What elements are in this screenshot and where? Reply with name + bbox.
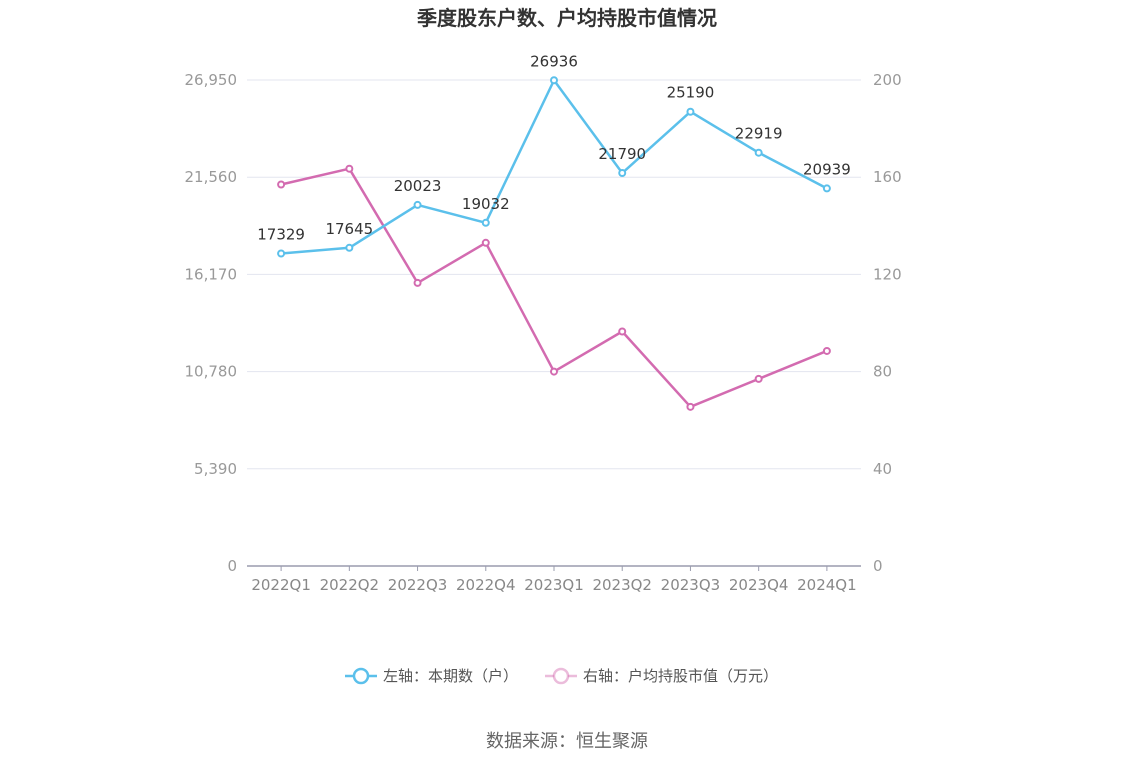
data-label: 25190 [667,84,715,102]
legend-marker-icon [552,667,570,685]
right-series-point [550,367,558,376]
source-note: 数据来源：恒生聚源 [486,731,648,752]
left-series-point [550,76,558,85]
data-label: 17329 [257,225,305,243]
right-series-point [277,180,286,189]
right-axis-ticks: 0 40 80 120 160 200 [873,71,902,575]
legend-item[interactable]: 右轴：户均持股市值（万元） [545,667,778,685]
right-tick-label: 80 [873,363,892,381]
legend-marker-icon [352,667,370,685]
chart-title: 季度股东户数、户均持股市值情况 [416,6,717,30]
data-label: 21790 [598,145,646,163]
left-series-point [618,169,627,178]
left-series-point [686,107,695,116]
left-axis-ticks: 0 5,390 10,780 16,170 21,560 26,950 [185,71,238,575]
x-tick-label: 2024Q1 [797,576,857,594]
x-tick-label: 2022Q2 [320,576,380,594]
x-axis: 2022Q1 2022Q2 2022Q3 2022Q4 2023Q1 2023Q2 2023… [247,565,861,594]
right-tick-label: 160 [873,168,902,186]
right-tick-label: 40 [873,460,892,478]
right-series-point [413,278,422,287]
right-tick-label: 120 [873,265,902,283]
left-tick-label: 26,950 [185,71,238,89]
x-tick-label: 2023Q1 [524,576,584,594]
x-tick-label: 2023Q3 [661,576,721,594]
left-tick-label: 5,390 [194,460,237,478]
left-series-point [413,200,422,209]
x-tick-label: 2022Q1 [251,576,311,594]
x-tick-label: 2022Q4 [456,576,516,594]
left-series-point [481,218,490,227]
data-label: 17645 [325,220,373,238]
left-series-point [822,184,831,193]
left-series-point [345,243,354,252]
right-series-point [754,374,763,383]
x-tick-label: 2023Q4 [729,576,789,594]
right-tick-label: 200 [873,71,902,89]
data-label: 19032 [462,195,510,213]
legend[interactable]: 左轴：本期数（户） 右轴：户均持股市值（万元） [345,667,778,685]
right-series-point [618,327,627,336]
left-tick-label: 21,560 [185,168,238,186]
data-label: 22919 [735,125,783,143]
legend-item[interactable]: 左轴：本期数（户） [345,667,518,685]
data-label: 20023 [394,177,442,195]
x-tick-label: 2023Q2 [592,576,652,594]
left-series-point [277,249,286,258]
right-series-point [345,164,354,173]
right-series-point [686,402,695,411]
left-tick-label: 16,170 [185,265,238,283]
left-series-point [754,148,763,157]
x-tick-label: 2022Q3 [388,576,448,594]
legend-label: 左轴：本期数（户） [383,667,518,685]
left-tick-label: 0 [227,557,237,575]
legend-label: 右轴：户均持股市值（万元） [583,667,778,685]
data-label: 20939 [803,160,851,178]
data-labels: 17329 17645 20023 19032 26936 21790 25190 22919… [257,52,850,243]
right-tick-label: 0 [873,557,883,575]
right-series-point [481,238,490,247]
left-tick-label: 10,780 [185,363,238,381]
right-series-point [822,346,831,355]
series-layer [277,76,831,411]
data-label: 26936 [530,52,578,70]
